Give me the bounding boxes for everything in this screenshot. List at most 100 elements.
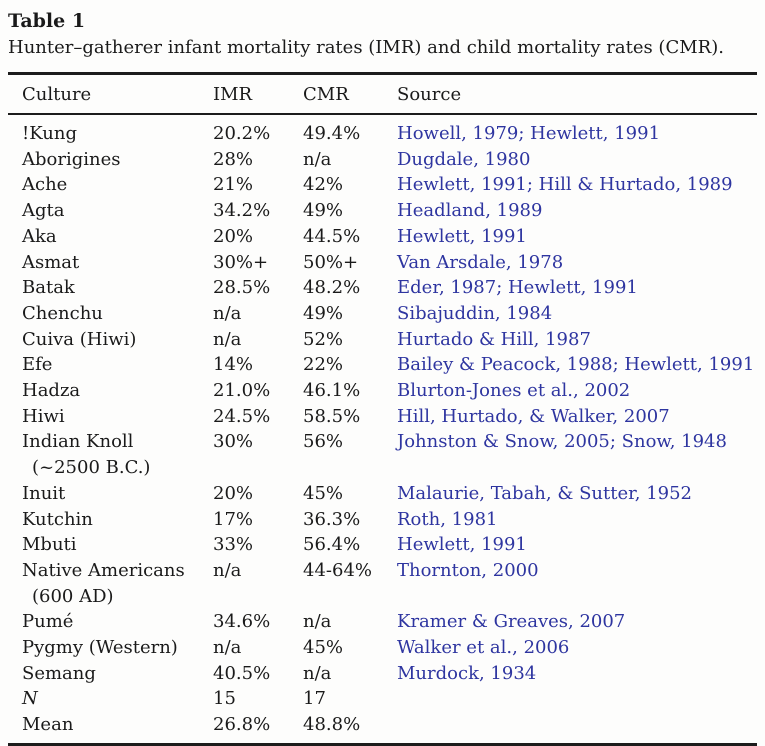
imr-cell: 28% xyxy=(213,148,254,170)
imr-cell: 14% xyxy=(213,354,254,376)
imr-cell: 17% xyxy=(213,508,254,530)
column-header-imr: IMR xyxy=(213,73,303,115)
table-title: Table 1 xyxy=(8,10,86,32)
table-row: Ache 21% 42% Hewlett, 1991; Hill & Hurta… xyxy=(8,172,757,198)
imr-cell: 30% xyxy=(213,431,254,453)
imr-cell: 33% xyxy=(213,534,254,556)
source-citation[interactable]: Roth, 1981 xyxy=(397,508,498,530)
culture-cell: Kutchin xyxy=(22,508,93,530)
cmr-cell: 49% xyxy=(303,200,344,222)
cmr-cell: 45% xyxy=(303,637,344,659)
source-citation[interactable]: Kramer & Greaves, 2007 xyxy=(397,611,626,633)
table-row-n-count: N 15 17 xyxy=(8,686,757,712)
cmr-cell: 42% xyxy=(303,174,344,196)
culture-cell: Chenchu xyxy=(22,302,103,324)
table-row: Aka 20% 44.5% Hewlett, 1991 xyxy=(8,224,757,250)
source-empty xyxy=(397,686,757,712)
source-citation[interactable]: Hewlett, 1991 xyxy=(397,534,527,556)
imr-cell: n/a xyxy=(213,302,242,324)
table-row: Pumé 34.6% n/a Kramer & Greaves, 2007 xyxy=(8,609,757,635)
imr-cell: n/a xyxy=(213,328,242,350)
source-citation[interactable]: Johnston & Snow, 2005; Snow, 1948 xyxy=(397,431,727,453)
culture-cell: Pygmy (Western) xyxy=(22,637,178,659)
imr-cell: 21% xyxy=(213,174,254,196)
source-citation[interactable]: Malaurie, Tabah, & Sutter, 1952 xyxy=(397,482,692,504)
table-row: Asmat 30%+ 50%+ Van Arsdale, 1978 xyxy=(8,250,757,276)
table-row: !Kung 20.2% 49.4% Howell, 1979; Hewlett,… xyxy=(8,114,757,147)
column-header-culture: Culture xyxy=(8,73,213,115)
table-row: Agta 34.2% 49% Headland, 1989 xyxy=(8,198,757,224)
cmr-cell: n/a xyxy=(303,662,332,684)
table-row: Mbuti 33% 56.4% Hewlett, 1991 xyxy=(8,532,757,558)
culture-name: Native Americans xyxy=(22,559,185,581)
mortality-table: Culture IMR CMR Source !Kung 20.2% 49.4%… xyxy=(8,72,757,746)
table-row: Pygmy (Western) n/a 45% Walker et al., 2… xyxy=(8,635,757,661)
source-citation[interactable]: Bailey & Peacock, 1988; Hewlett, 1991 xyxy=(397,354,755,376)
source-citation[interactable]: Headland, 1989 xyxy=(397,200,543,222)
source-citation[interactable]: Hurtado & Hill, 1987 xyxy=(397,328,591,350)
culture-cell: Cuiva (Hiwi) xyxy=(22,328,137,350)
source-citation[interactable]: Hewlett, 1991 xyxy=(397,225,527,247)
table-body: !Kung 20.2% 49.4% Howell, 1979; Hewlett,… xyxy=(8,114,757,744)
cmr-cell: 36.3% xyxy=(303,508,361,530)
culture-cell: !Kung xyxy=(22,123,77,144)
imr-cell: 20% xyxy=(213,482,254,504)
cmr-cell: n/a xyxy=(303,148,332,170)
cmr-cell: 22% xyxy=(303,354,344,376)
imr-cell: 20% xyxy=(213,225,254,247)
culture-cell: Indian Knoll (~2500 B.C.) xyxy=(8,429,213,480)
table-row: Indian Knoll (~2500 B.C.) 30% 56% Johnst… xyxy=(8,429,757,480)
imr-cell: 34.6% xyxy=(213,611,271,633)
culture-cell: Asmat xyxy=(22,251,80,273)
culture-cell: Hiwi xyxy=(22,405,65,427)
source-citation[interactable]: Eder, 1987; Hewlett, 1991 xyxy=(397,277,638,299)
table-caption: Hunter–gatherer infant mortality rates (… xyxy=(8,37,724,58)
table-row: Cuiva (Hiwi) n/a 52% Hurtado & Hill, 198… xyxy=(8,327,757,353)
header-row: Culture IMR CMR Source xyxy=(8,73,757,115)
source-empty xyxy=(397,712,757,744)
culture-name-line2: (~2500 B.C.) xyxy=(32,457,151,479)
culture-cell: Ache xyxy=(22,174,68,196)
imr-cell: 20.2% xyxy=(213,123,271,144)
cmr-cell: 49% xyxy=(303,302,344,324)
cmr-cell: 45% xyxy=(303,482,344,504)
culture-cell: Agta xyxy=(22,200,65,222)
table-row-mean: Mean 26.8% 48.8% xyxy=(8,712,757,744)
cmr-cell: 56% xyxy=(303,431,344,453)
source-citation[interactable]: Blurton-Jones et al., 2002 xyxy=(397,380,631,402)
table-row: Kutchin 17% 36.3% Roth, 1981 xyxy=(8,507,757,533)
table-row: Hiwi 24.5% 58.5% Hill, Hurtado, & Walker… xyxy=(8,404,757,430)
cmr-cell: n/a xyxy=(303,611,332,633)
cmr-cell: 58.5% xyxy=(303,405,361,427)
imr-cell: n/a xyxy=(213,637,242,659)
cmr-mean: 48.8% xyxy=(303,714,361,736)
cmr-cell: 56.4% xyxy=(303,534,361,556)
source-citation[interactable]: Dugdale, 1980 xyxy=(397,148,531,170)
culture-name-line2: (600 AD) xyxy=(32,585,114,607)
imr-cell: 30%+ xyxy=(213,251,269,273)
culture-cell: Inuit xyxy=(22,482,66,504)
mean-label: Mean xyxy=(22,714,74,736)
cmr-cell: 44-64% xyxy=(303,559,372,581)
table-row: Batak 28.5% 48.2% Eder, 1987; Hewlett, 1… xyxy=(8,275,757,301)
source-citation[interactable]: Thornton, 2000 xyxy=(397,559,539,581)
imr-n-count: 15 xyxy=(213,688,236,710)
cmr-cell: 50%+ xyxy=(303,251,359,273)
source-citation[interactable]: Hill, Hurtado, & Walker, 2007 xyxy=(397,405,670,427)
cmr-cell: 48.2% xyxy=(303,277,361,299)
source-citation[interactable]: Murdock, 1934 xyxy=(397,662,537,684)
culture-cell: Batak xyxy=(22,277,75,299)
culture-cell: Mbuti xyxy=(22,534,77,556)
imr-cell: 28.5% xyxy=(213,277,271,299)
imr-cell: 34.2% xyxy=(213,200,271,222)
table-row: Semang 40.5% n/a Murdock, 1934 xyxy=(8,661,757,687)
source-citation[interactable]: Howell, 1979; Hewlett, 1991 xyxy=(397,123,661,144)
source-citation[interactable]: Hewlett, 1991; Hill & Hurtado, 1989 xyxy=(397,174,733,196)
table-row: Efe 14% 22% Bailey & Peacock, 1988; Hewl… xyxy=(8,352,757,378)
source-citation[interactable]: Van Arsdale, 1978 xyxy=(397,251,564,273)
cmr-cell: 49.4% xyxy=(303,123,361,144)
source-citation[interactable]: Sibajuddin, 1984 xyxy=(397,302,553,324)
n-label: N xyxy=(22,688,38,710)
source-citation[interactable]: Walker et al., 2006 xyxy=(397,637,570,659)
